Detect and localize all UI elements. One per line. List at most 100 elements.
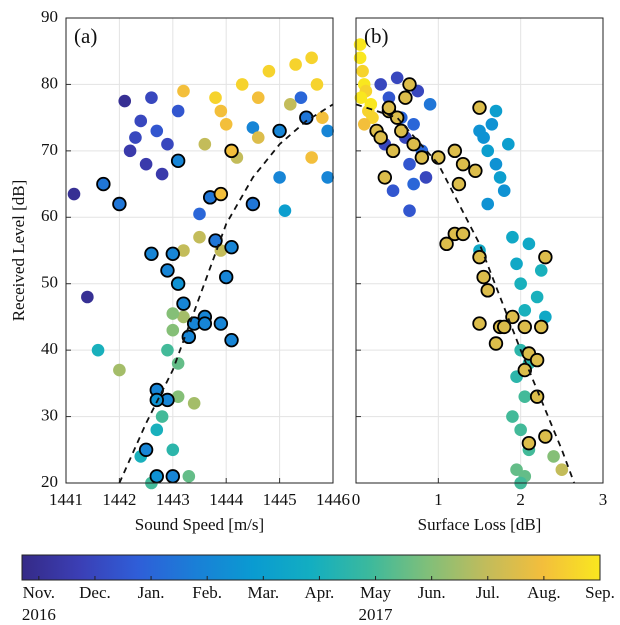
data-point (431, 150, 446, 165)
data-point (481, 197, 495, 211)
data-point (455, 156, 471, 172)
data-point (138, 442, 154, 457)
data-point (406, 137, 421, 152)
y-axis-label: Received Level [dB] (9, 180, 28, 322)
colorbar (21, 554, 601, 581)
data-point (219, 117, 233, 131)
data-point (398, 90, 413, 105)
colorbar-tick-label: Feb. (192, 583, 222, 602)
y-tick-label: 50 (41, 273, 58, 292)
data-point (488, 336, 504, 351)
data-point (472, 100, 487, 115)
data-point (208, 233, 223, 248)
data-point (402, 77, 417, 92)
data-point (177, 84, 190, 98)
colorbar-year-label: 2017 (359, 605, 394, 624)
data-point (547, 450, 560, 463)
data-point (171, 390, 185, 403)
colorbar-year-label: 2016 (22, 605, 56, 624)
data-point (534, 319, 549, 335)
data-point (165, 246, 181, 262)
data-point (213, 316, 229, 331)
data-point (224, 239, 239, 255)
data-point (213, 186, 229, 202)
data-point (305, 51, 318, 65)
data-point (530, 290, 544, 304)
colorbar-tick-label: Dec. (79, 583, 111, 602)
x-tick-label: 1441 (49, 490, 83, 509)
data-point (518, 390, 532, 403)
data-point (150, 423, 164, 437)
data-point (161, 137, 174, 151)
data-point (506, 410, 519, 423)
y-tick-label: 20 (41, 472, 58, 491)
data-point (155, 410, 169, 423)
data-point (96, 176, 111, 192)
data-point (166, 443, 180, 457)
data-point (497, 319, 512, 335)
data-point (518, 303, 532, 317)
data-point (193, 230, 206, 244)
fit-curve (118, 103, 334, 484)
data-point (224, 332, 239, 348)
data-point (377, 170, 393, 185)
data-point (480, 283, 495, 298)
data-point (489, 157, 503, 171)
data-point (538, 249, 553, 265)
data-point (394, 123, 409, 139)
data-point (182, 470, 196, 483)
data-point (510, 463, 523, 477)
data-point (505, 309, 520, 325)
colorbar-tick-label: Sep. (585, 583, 615, 602)
data-point (177, 310, 190, 324)
data-point (485, 117, 499, 131)
data-point (278, 204, 292, 217)
data-point (476, 269, 491, 285)
data-point (472, 249, 487, 265)
data-point (171, 357, 185, 370)
data-point (321, 124, 334, 138)
data-point (149, 469, 164, 484)
data-point (493, 171, 507, 184)
data-point (246, 121, 260, 134)
data-point (310, 78, 324, 91)
data-point (161, 343, 174, 357)
x-tick-label: 1446 (316, 490, 350, 509)
data-point (414, 150, 430, 165)
data-point (381, 100, 397, 115)
data-point (407, 177, 420, 191)
data-point (67, 187, 81, 201)
data-point (305, 151, 318, 164)
data-point (272, 123, 287, 139)
data-point (197, 316, 213, 331)
data-point (81, 290, 94, 304)
data-point (165, 469, 181, 484)
data-point (510, 257, 523, 271)
data-point (354, 91, 368, 105)
data-point (353, 38, 367, 51)
data-point (439, 236, 454, 252)
data-point (218, 269, 234, 285)
data-point (112, 196, 127, 212)
axes-frame (65, 17, 334, 484)
data-point (477, 131, 490, 144)
data-point (451, 176, 467, 192)
data-point (251, 131, 265, 144)
panel-label: (b) (364, 24, 389, 48)
data-point (407, 117, 420, 131)
data-point (181, 329, 197, 345)
data-point (283, 98, 297, 111)
x-tick-label: 2 (516, 490, 525, 509)
data-point (517, 362, 532, 378)
data-point (113, 363, 126, 377)
data-point (403, 157, 416, 171)
data-point (235, 78, 249, 91)
data-point (177, 244, 190, 257)
data-point (357, 117, 371, 131)
data-point (176, 296, 191, 311)
data-point (166, 323, 180, 337)
data-point (155, 167, 169, 181)
y-tick-label: 90 (41, 7, 58, 26)
data-point (521, 435, 537, 451)
data-point (145, 91, 158, 105)
